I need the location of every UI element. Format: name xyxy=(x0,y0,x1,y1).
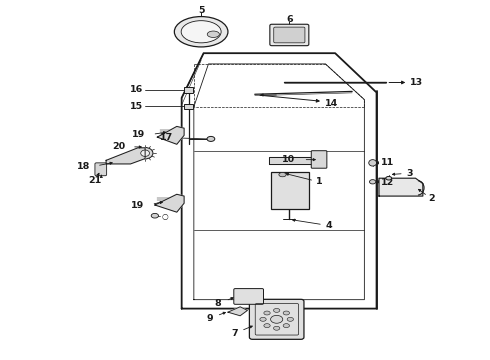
Text: 8: 8 xyxy=(215,299,221,308)
Ellipse shape xyxy=(369,180,376,184)
Text: 15: 15 xyxy=(130,102,144,111)
Text: 14: 14 xyxy=(325,99,339,108)
Text: 3: 3 xyxy=(406,169,413,178)
Ellipse shape xyxy=(181,21,221,43)
Polygon shape xyxy=(379,178,423,196)
Text: ○: ○ xyxy=(162,212,169,221)
FancyBboxPatch shape xyxy=(184,87,194,93)
Ellipse shape xyxy=(260,318,266,321)
Ellipse shape xyxy=(283,311,290,315)
Polygon shape xyxy=(155,194,184,212)
Text: 5: 5 xyxy=(198,6,204,15)
FancyBboxPatch shape xyxy=(271,172,309,209)
Ellipse shape xyxy=(283,324,290,328)
Text: 2: 2 xyxy=(428,194,435,203)
Ellipse shape xyxy=(386,176,392,180)
Text: 13: 13 xyxy=(410,78,423,87)
Text: 4: 4 xyxy=(325,221,332,230)
Ellipse shape xyxy=(369,159,376,166)
Polygon shape xyxy=(228,307,247,316)
Text: 6: 6 xyxy=(286,15,293,24)
FancyBboxPatch shape xyxy=(311,151,327,168)
Text: 9: 9 xyxy=(207,314,213,323)
FancyBboxPatch shape xyxy=(274,27,305,43)
Ellipse shape xyxy=(264,324,270,328)
Ellipse shape xyxy=(174,17,228,47)
Ellipse shape xyxy=(270,315,283,323)
Ellipse shape xyxy=(207,136,215,141)
Text: 19: 19 xyxy=(131,201,145,210)
FancyBboxPatch shape xyxy=(234,289,264,304)
Ellipse shape xyxy=(137,148,153,159)
Text: 1: 1 xyxy=(316,177,322,186)
Text: 12: 12 xyxy=(381,178,394,187)
Text: 17: 17 xyxy=(159,133,172,142)
FancyBboxPatch shape xyxy=(270,24,309,46)
FancyBboxPatch shape xyxy=(184,104,194,109)
Ellipse shape xyxy=(279,172,286,177)
Ellipse shape xyxy=(273,326,280,330)
Ellipse shape xyxy=(207,31,220,37)
Ellipse shape xyxy=(141,150,149,157)
Ellipse shape xyxy=(151,213,159,218)
Text: 19: 19 xyxy=(132,130,146,139)
Text: 7: 7 xyxy=(231,329,238,338)
Text: 10: 10 xyxy=(282,155,294,164)
Ellipse shape xyxy=(273,309,280,312)
Text: 18: 18 xyxy=(77,162,90,171)
Text: 16: 16 xyxy=(130,85,144,94)
Text: 11: 11 xyxy=(381,158,394,167)
Polygon shape xyxy=(106,148,145,164)
FancyBboxPatch shape xyxy=(95,163,107,176)
Polygon shape xyxy=(270,157,313,164)
FancyBboxPatch shape xyxy=(249,299,304,339)
Text: 21: 21 xyxy=(88,176,101,185)
Ellipse shape xyxy=(287,318,294,321)
Polygon shape xyxy=(157,126,184,144)
Text: 20: 20 xyxy=(112,142,125,151)
Ellipse shape xyxy=(264,311,270,315)
